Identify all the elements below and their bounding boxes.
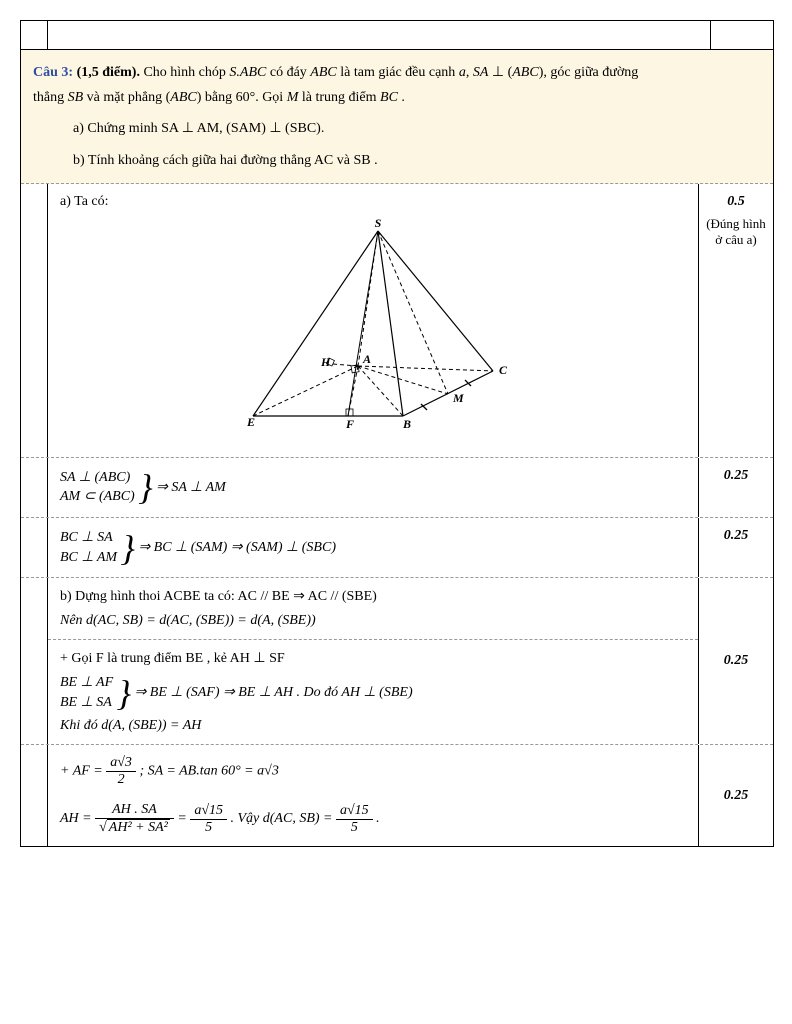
r3-line1: b) Dựng hình thoi ACBE ta có: AC // BE ⇒…: [60, 588, 686, 605]
r4-eq2-den3: 5: [336, 820, 373, 836]
r3-implies: ⇒ BE ⊥ (SAF) ⇒ BE ⊥ AH . Do đó AH ⊥ (SBE…: [135, 685, 413, 700]
r4-eq2-den1-pre: √: [99, 820, 107, 835]
r4-eq2-post: . Vậy d(AC, SB) =: [231, 812, 333, 827]
svg-text:B: B: [402, 417, 411, 431]
question-part-b: b) Tính khoảng cách giữa hai đường thẳng…: [33, 148, 761, 173]
r4-eq2-num2: a√15: [190, 803, 227, 820]
r4-eq2-lhs: AH =: [60, 812, 92, 827]
question-header: Câu 3: (1,5 điểm). Cho hình chóp S.ABC c…: [21, 50, 773, 184]
r4-eq2-num3: a√15: [336, 803, 373, 820]
r3-line5: Khi đó d(A, (SBE)) = AH: [60, 718, 686, 734]
question-body: Cho hình chóp S.ABC có đáy ABC là tam gi…: [143, 65, 638, 80]
svg-text:C: C: [499, 363, 508, 377]
r3-score: 0.25: [699, 578, 773, 744]
solution-row-4: + AF = a√3 2 ; SA = AB.tan 60° = a√3 AH …: [21, 745, 773, 846]
r4-eq2-mid: =: [177, 812, 186, 827]
r1-line1: SA ⊥ (ABC): [60, 468, 135, 488]
row0-note: (Đúng hình ở câu a): [705, 216, 767, 248]
r4-eq2-end: .: [376, 812, 380, 827]
r3-line2: Nên d(AC, SB) = d(AC, (SBE)) = d(A, (SBE…: [60, 613, 686, 629]
question-body-line2: thẳng SB và mặt phẳng (ABC) bằng 60°. Gọ…: [33, 85, 761, 110]
r4-score: 0.25: [699, 745, 773, 846]
r1-line2: AM ⊂ (ABC): [60, 487, 135, 507]
r4-eq1-post: ; SA = AB.tan 60° = a√3: [139, 764, 278, 779]
question-label: Câu 3:: [33, 65, 73, 80]
svg-text:E: E: [246, 415, 255, 429]
svg-text:F: F: [345, 417, 354, 431]
r2-score: 0.25: [699, 518, 773, 577]
r2-line2: BC ⊥ AM: [60, 548, 117, 568]
r3-stack1: BE ⊥ AF: [60, 673, 113, 693]
solution-row-1: SA ⊥ (ABC) AM ⊂ (ABC) } ⇒ SA ⊥ AM 0.25: [21, 458, 773, 518]
solution-row-2: BC ⊥ SA BC ⊥ AM } ⇒ BC ⊥ (SAM) ⇒ (SAM) ⊥…: [21, 518, 773, 578]
svg-text:S: S: [375, 216, 382, 230]
row0-score: 0.5: [705, 194, 767, 210]
r4-eq2-num1: AH . SA: [95, 802, 174, 819]
solution-row-diagram: a) Ta có:: [21, 184, 773, 458]
r2-implies: ⇒ BC ⊥ (SAM) ⇒ (SAM) ⊥ (SBC): [138, 540, 336, 555]
solution-row-3: b) Dựng hình thoi ACBE ta có: AC // BE ⇒…: [21, 578, 773, 745]
r3-stack2: BE ⊥ SA: [60, 693, 113, 713]
svg-text:M: M: [452, 391, 464, 405]
pyramid-diagram: S E F B M C A H: [60, 216, 686, 441]
r2-line1: BC ⊥ SA: [60, 528, 117, 548]
empty-header-row: [21, 21, 773, 50]
r4-eq1-pre: + AF =: [60, 764, 103, 779]
svg-text:H: H: [320, 355, 331, 369]
exam-page: Câu 3: (1,5 điểm). Cho hình chóp S.ABC c…: [20, 20, 774, 847]
r1-score: 0.25: [699, 458, 773, 517]
question-points: (1,5 điểm).: [77, 65, 140, 80]
r3-line3: + Gọi F là trung điểm BE , kẻ AH ⊥ SF: [60, 650, 686, 667]
r4-eq1-num: a√3: [106, 755, 136, 772]
row0-lead: a) Ta có:: [60, 194, 686, 210]
r4-eq2-den1: AH² + SA²: [107, 819, 170, 836]
r4-eq1-den: 2: [106, 772, 136, 788]
r1-implies: ⇒ SA ⊥ AM: [156, 480, 226, 495]
r4-eq2-den2: 5: [190, 820, 227, 836]
svg-text:A: A: [362, 352, 371, 366]
question-part-a: a) Chứng minh SA ⊥ AM, (SAM) ⊥ (SBC).: [33, 116, 761, 141]
